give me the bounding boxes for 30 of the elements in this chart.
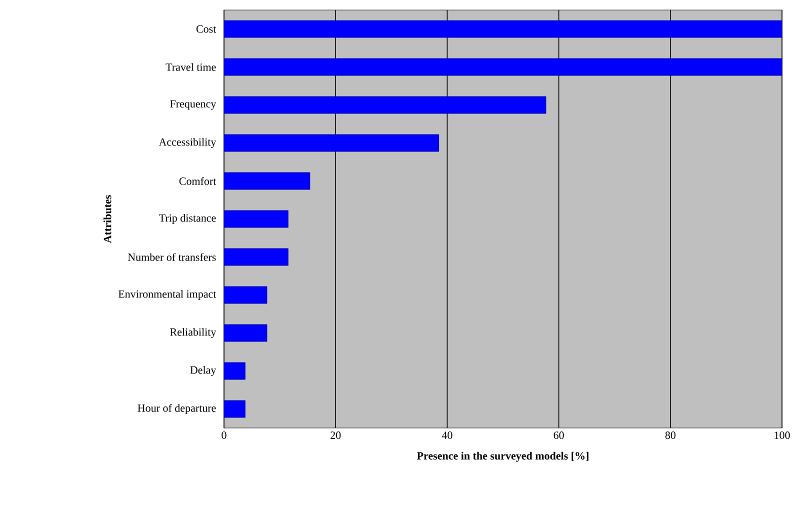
bar bbox=[224, 96, 546, 114]
y-tick-label: Hour of departure bbox=[138, 404, 216, 414]
y-tick-label: Accessibility bbox=[158, 138, 216, 148]
x-axis-title: Presence in the surveyed models [%] bbox=[416, 452, 588, 462]
y-tick-label: Cost bbox=[196, 25, 216, 33]
x-tick-label: 40 bbox=[442, 432, 452, 439]
x-tick-label: 0 bbox=[222, 432, 226, 439]
bar bbox=[224, 362, 246, 380]
x-tick-label: 60 bbox=[554, 432, 564, 439]
y-tick-label: Environmental impact bbox=[118, 290, 216, 300]
y-axis-title: Attributes bbox=[104, 195, 112, 244]
bar bbox=[224, 248, 288, 266]
bar bbox=[224, 324, 268, 342]
bar bbox=[224, 20, 782, 38]
x-tick-label: 80 bbox=[665, 432, 676, 439]
y-tick-label: Reliability bbox=[170, 328, 216, 338]
y-tick-label: Travel time bbox=[166, 63, 216, 71]
x-tick-label: 100 bbox=[774, 432, 790, 439]
y-tick-label: Number of transfers bbox=[128, 253, 216, 261]
bar bbox=[224, 400, 246, 418]
y-tick-label: Delay bbox=[190, 366, 216, 376]
bar bbox=[224, 58, 782, 76]
y-tick-label: Frequency bbox=[170, 100, 216, 110]
bar bbox=[224, 210, 288, 228]
x-tick-label: 20 bbox=[330, 432, 341, 439]
bar bbox=[224, 286, 268, 304]
y-tick-label: Trip distance bbox=[159, 214, 216, 224]
y-tick-label: Comfort bbox=[179, 177, 216, 185]
bar bbox=[224, 134, 440, 152]
bar bbox=[224, 172, 310, 190]
